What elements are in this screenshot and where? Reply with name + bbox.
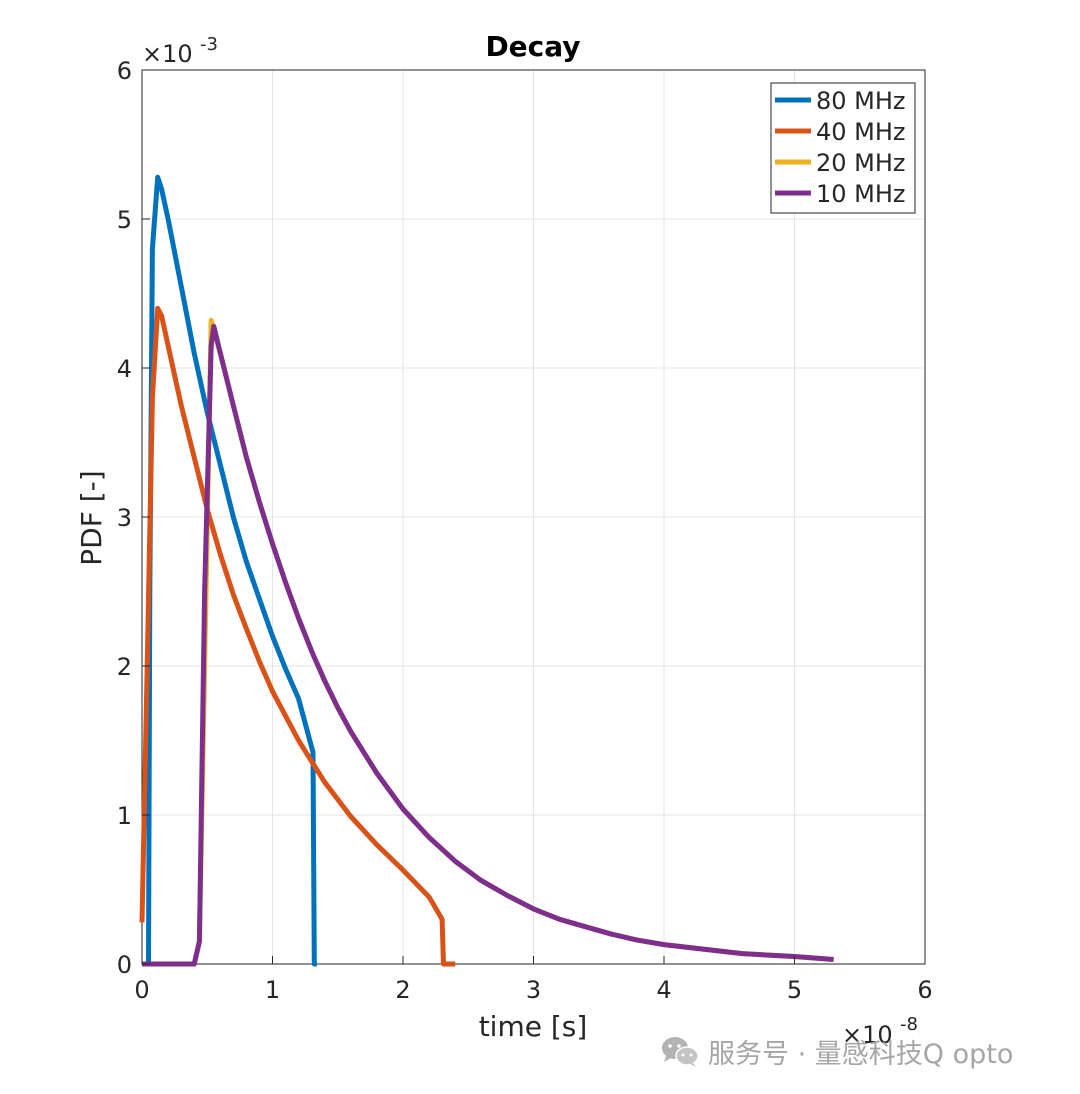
y-tick-label: 3 [117,504,132,532]
x-tick-label: 2 [395,976,410,1004]
legend-entry-label: 20 MHz [816,149,906,177]
y-tick-label: 0 [117,951,132,979]
y-tick-label: 2 [117,653,132,681]
x-multiplier-base: ×10 [842,1021,893,1049]
x-tick-label: 1 [265,976,280,1004]
chart-title: Decay [485,30,580,63]
legend-entry-label: 40 MHz [816,118,906,146]
legend-entry-label: 10 MHz [816,180,906,208]
y-tick-label: 6 [117,57,132,85]
x-tick-label: 6 [917,976,932,1004]
y-multiplier-exponent: -3 [200,34,218,55]
x-tick-label: 4 [656,976,671,1004]
y-tick-label: 5 [117,206,132,234]
y-axis-multiplier: ×10 -3 [142,34,218,68]
x-tick-label: 0 [134,976,149,1004]
y-tick-label: 4 [117,355,132,383]
legend-entry-label: 80 MHz [816,87,906,115]
watermark-text: 服务号 · 量感科技Q opto [708,1039,1014,1070]
series-line-80-mhz [146,174,317,967]
wechat-icon [662,1036,699,1067]
x-tick-label: 3 [526,976,541,1004]
x-axis-label: time [s] [479,1010,588,1043]
watermark: 服务号 · 量感科技Q opto [660,1032,1013,1071]
x-axis-multiplier: ×10 -8 [842,1014,918,1049]
y-multiplier-base: ×10 [142,40,193,68]
series-lines [139,174,834,967]
y-axis-label: PDF [-] [75,470,108,565]
x-tick-label: 5 [787,976,802,1004]
x-multiplier-exponent: -8 [900,1014,918,1035]
series-line-20-mhz [142,317,834,967]
y-tick-label: 1 [117,802,132,830]
axis-ticks: 0 1 2 3 4 5 6 0 1 2 3 4 5 6 [117,57,933,1004]
legend: 80 MHz 40 MHz 20 MHz 10 MHz [770,82,916,214]
series-line-40-mhz [139,305,456,967]
series-line-10-mhz [142,323,834,967]
